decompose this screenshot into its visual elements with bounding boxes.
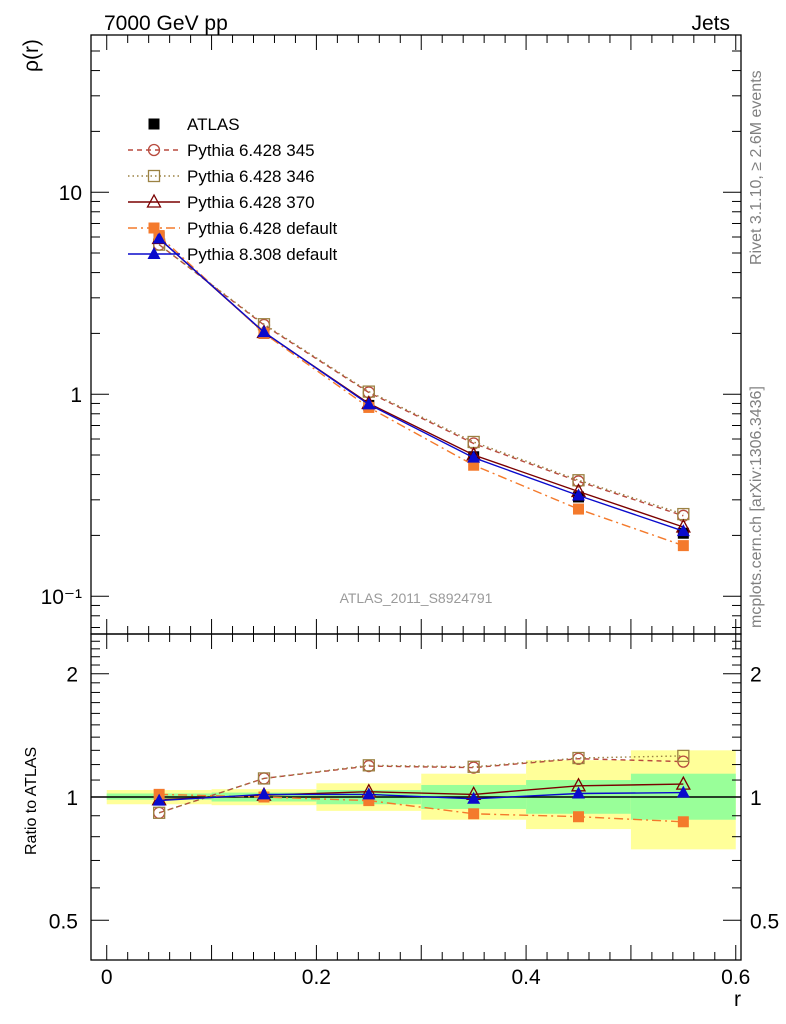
ratio-data-point (152, 806, 166, 819)
legend-label: Pythia 6.428 346 (187, 167, 315, 186)
main-series-line (158, 244, 684, 517)
ratio-data-point (572, 786, 585, 799)
main-series-line (158, 237, 684, 528)
ratio-data-point (676, 785, 690, 798)
main-y-tick-label: 10 (59, 182, 82, 205)
ratio-data-point (257, 772, 271, 785)
legend-marker (147, 143, 161, 157)
main-data-point (572, 488, 585, 501)
main-series-pythia-6-428-345 (152, 238, 690, 522)
legend-item-pythia-6-428-370: Pythia 6.428 370 (128, 193, 315, 212)
ratio-data-point (362, 759, 375, 772)
legend-label: ATLAS (187, 115, 240, 134)
ratio-series-line (158, 757, 684, 814)
ratio-data-point (257, 787, 271, 800)
main-panel: 10 1 10⁻¹ ATLAS Pythia 6.428 345 Pythia 6.428… (41, 34, 742, 635)
main-data-point (362, 397, 376, 410)
x-tick-label: 0 (101, 966, 113, 989)
ratio-panel: 0 0.2 0.4 0.6 2 2 1 1 0.5 0.5 (49, 633, 779, 989)
ratio-series-pythia-6-428-346 (152, 749, 690, 819)
x-tick-label: 0.2 (302, 966, 331, 989)
main-data-point (468, 459, 480, 471)
legend-label: Pythia 6.428 370 (187, 193, 315, 212)
legend: ATLAS Pythia 6.428 345 Pythia 6.428 346 Pyt… (128, 115, 338, 264)
main-y-tick-label: 10⁻¹ (41, 586, 82, 609)
ratio-data-point (152, 793, 166, 806)
legend-marker (147, 169, 161, 183)
legend-label: Pythia 6.428 default (187, 219, 338, 238)
ratio-y-tick-label-right: 0.5 (750, 910, 779, 933)
ratio-series-line (159, 791, 684, 802)
main-series-line (158, 235, 684, 547)
main-series-pythia-6-428-default (153, 230, 689, 552)
main-y-tick-label: 1 (70, 384, 82, 407)
header-left: 7000 GeV pp (104, 12, 228, 35)
ratio-series-line (159, 793, 684, 823)
legend-item-pythia-6-428-346: Pythia 6.428 346 (128, 167, 315, 186)
ratio-data-point (362, 787, 376, 800)
ratio-data-point (572, 751, 585, 765)
ratio-data-point (573, 811, 584, 823)
main-series-line (158, 244, 684, 515)
main-series-pythia-8-308-default (152, 231, 690, 537)
ratio-series-pythia-8-308-default (152, 785, 690, 806)
legend-item-pythia-6-428-default: Pythia 6.428 default (128, 219, 338, 238)
legend-marker (148, 222, 160, 234)
ratio-data-point (467, 791, 481, 804)
main-data-point (676, 524, 690, 537)
legend-item-atlas: ATLAS (148, 115, 240, 134)
ratio-data-point (467, 760, 480, 773)
main-series-line (158, 237, 684, 532)
ratio-data-point (363, 795, 375, 807)
ratio-data-point (677, 816, 689, 828)
legend-item-pythia-8-308-default: Pythia 8.308 default (128, 245, 338, 264)
main-data-point (152, 231, 166, 244)
legend-marker (148, 118, 160, 130)
ratio-y-tick-label: 0.5 (49, 910, 78, 933)
ratio-y-tick-label-right: 2 (750, 664, 762, 687)
ratio-y-tick-label: 1 (66, 787, 78, 810)
x-tick-label: 0.6 (721, 966, 750, 989)
side-label-mcplots: mcplots.cern.ch [arXiv:1306.3436] (748, 386, 765, 628)
x-tick-label: 0.4 (511, 966, 541, 989)
side-label-rivet: Rivet 3.1.10, ≥ 2.6M events (748, 70, 765, 265)
legend-item-pythia-6-428-345: Pythia 6.428 345 (128, 141, 315, 160)
watermark-label: ATLAS_2011_S8924791 (340, 590, 493, 606)
main-data-point (257, 325, 271, 338)
main-y-axis-label: ρ(r) (20, 39, 43, 72)
main-series-pythia-6-428-346 (152, 238, 690, 521)
legend-label: Pythia 8.308 default (187, 245, 338, 264)
main-data-point (677, 540, 689, 552)
ratio-y-tick-label: 2 (66, 664, 78, 687)
main-data-point (573, 503, 584, 515)
header-right: Jets (691, 12, 730, 35)
legend-label: Pythia 6.428 345 (187, 141, 315, 160)
ratio-y-tick-label-right: 1 (750, 787, 762, 810)
main-series-atlas (153, 231, 689, 539)
main-series-pythia-6-428-370 (151, 230, 691, 533)
ratio-data-point (677, 749, 690, 763)
ratio-data-point (468, 808, 480, 820)
legend-marker (146, 193, 162, 208)
x-axis-label: r (734, 988, 741, 1011)
main-data-point (467, 450, 481, 463)
legend-marker (147, 247, 161, 259)
ratio-y-axis-label: Ratio to ATLAS (23, 747, 40, 855)
